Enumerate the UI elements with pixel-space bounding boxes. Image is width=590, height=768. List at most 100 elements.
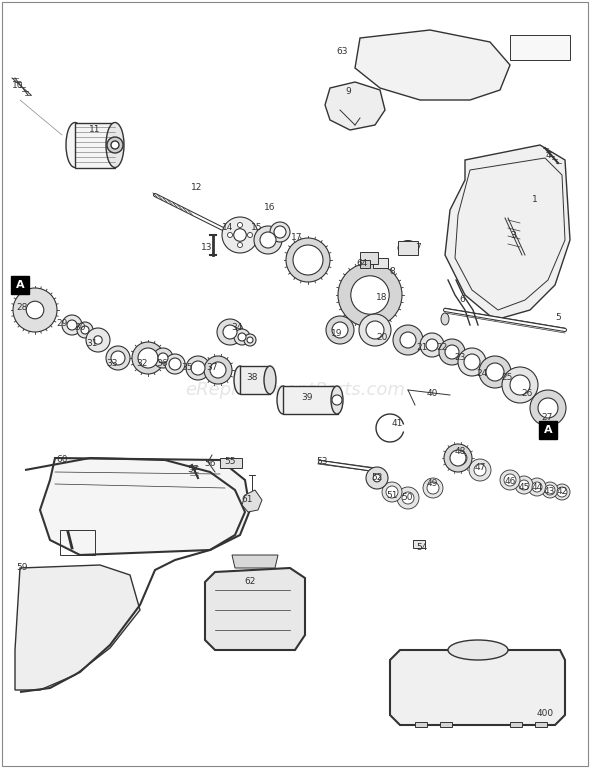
Text: eReplacementParts.com: eReplacementParts.com [185,381,405,399]
Text: 39: 39 [301,393,313,402]
Circle shape [393,325,423,355]
Bar [535,722,547,727]
Text: 62: 62 [244,578,255,587]
Text: 400: 400 [536,709,553,717]
Bar [510,35,570,60]
Ellipse shape [106,123,124,167]
Circle shape [486,363,504,381]
Text: 12: 12 [191,184,203,193]
Circle shape [132,342,164,374]
Circle shape [67,320,77,330]
Circle shape [338,263,402,327]
Ellipse shape [66,123,84,167]
Text: 26: 26 [522,389,533,398]
Text: 53: 53 [316,458,328,466]
Text: 55: 55 [224,458,236,466]
Circle shape [397,487,419,509]
Circle shape [270,222,290,242]
Text: 13: 13 [201,243,213,253]
Circle shape [449,447,471,469]
Bar [373,258,388,268]
Circle shape [153,348,173,368]
Circle shape [26,301,44,319]
Circle shape [532,482,542,492]
Text: 56: 56 [204,459,216,468]
Circle shape [247,337,253,343]
Text: 60: 60 [56,455,68,465]
Text: 8: 8 [389,267,395,276]
Circle shape [500,470,520,490]
Bar [398,241,418,255]
Circle shape [13,288,57,332]
Circle shape [528,478,546,496]
Text: 27: 27 [541,413,553,422]
Text: 54: 54 [417,542,428,551]
Circle shape [423,478,443,498]
Text: 33: 33 [106,359,118,368]
Polygon shape [205,568,305,650]
Polygon shape [242,490,262,512]
Bar [360,260,370,268]
Text: 40: 40 [427,389,438,398]
Circle shape [254,226,282,254]
Circle shape [450,450,466,466]
Text: 51: 51 [386,491,398,499]
Circle shape [427,482,439,494]
Text: 23: 23 [454,353,466,362]
Circle shape [474,464,486,476]
Circle shape [186,356,210,380]
Text: 43: 43 [543,488,555,496]
Text: 38: 38 [246,373,258,382]
Text: 18: 18 [376,293,388,303]
Circle shape [332,322,348,338]
Ellipse shape [264,366,276,394]
Circle shape [458,348,486,376]
Circle shape [402,492,414,504]
Circle shape [260,232,276,248]
Text: 31: 31 [86,339,98,347]
Ellipse shape [448,640,508,660]
Circle shape [138,348,158,368]
Ellipse shape [441,313,449,325]
Ellipse shape [331,386,343,414]
Text: 57: 57 [187,465,199,475]
Text: 47: 47 [474,464,486,472]
Circle shape [326,316,354,344]
Text: 61: 61 [241,495,253,505]
Circle shape [293,245,323,275]
Circle shape [545,485,555,495]
Text: 21: 21 [417,343,428,353]
Polygon shape [325,82,385,130]
Text: 49: 49 [427,478,438,488]
Bar [75,123,115,167]
Text: 22: 22 [437,343,448,353]
Circle shape [420,333,444,357]
Text: 50: 50 [401,494,413,502]
Text: A: A [544,425,552,435]
Text: 35: 35 [181,363,193,372]
Polygon shape [15,565,140,690]
Circle shape [439,339,465,365]
Text: 36: 36 [156,359,168,368]
Circle shape [502,367,538,403]
Circle shape [351,276,389,314]
Circle shape [111,351,125,365]
Bar [360,252,378,264]
Circle shape [519,480,529,490]
Circle shape [111,141,119,149]
Polygon shape [390,650,565,725]
Circle shape [373,474,381,482]
Bar [440,722,452,727]
Circle shape [366,467,388,489]
Text: 20: 20 [376,333,388,343]
Text: 30: 30 [74,323,86,333]
Bar [510,722,522,727]
Bar [240,366,270,394]
Text: 11: 11 [89,125,101,134]
Text: 4: 4 [545,151,551,160]
Circle shape [62,315,82,335]
Circle shape [332,395,342,405]
Bar [413,540,425,548]
Circle shape [453,451,467,465]
Circle shape [244,334,256,346]
